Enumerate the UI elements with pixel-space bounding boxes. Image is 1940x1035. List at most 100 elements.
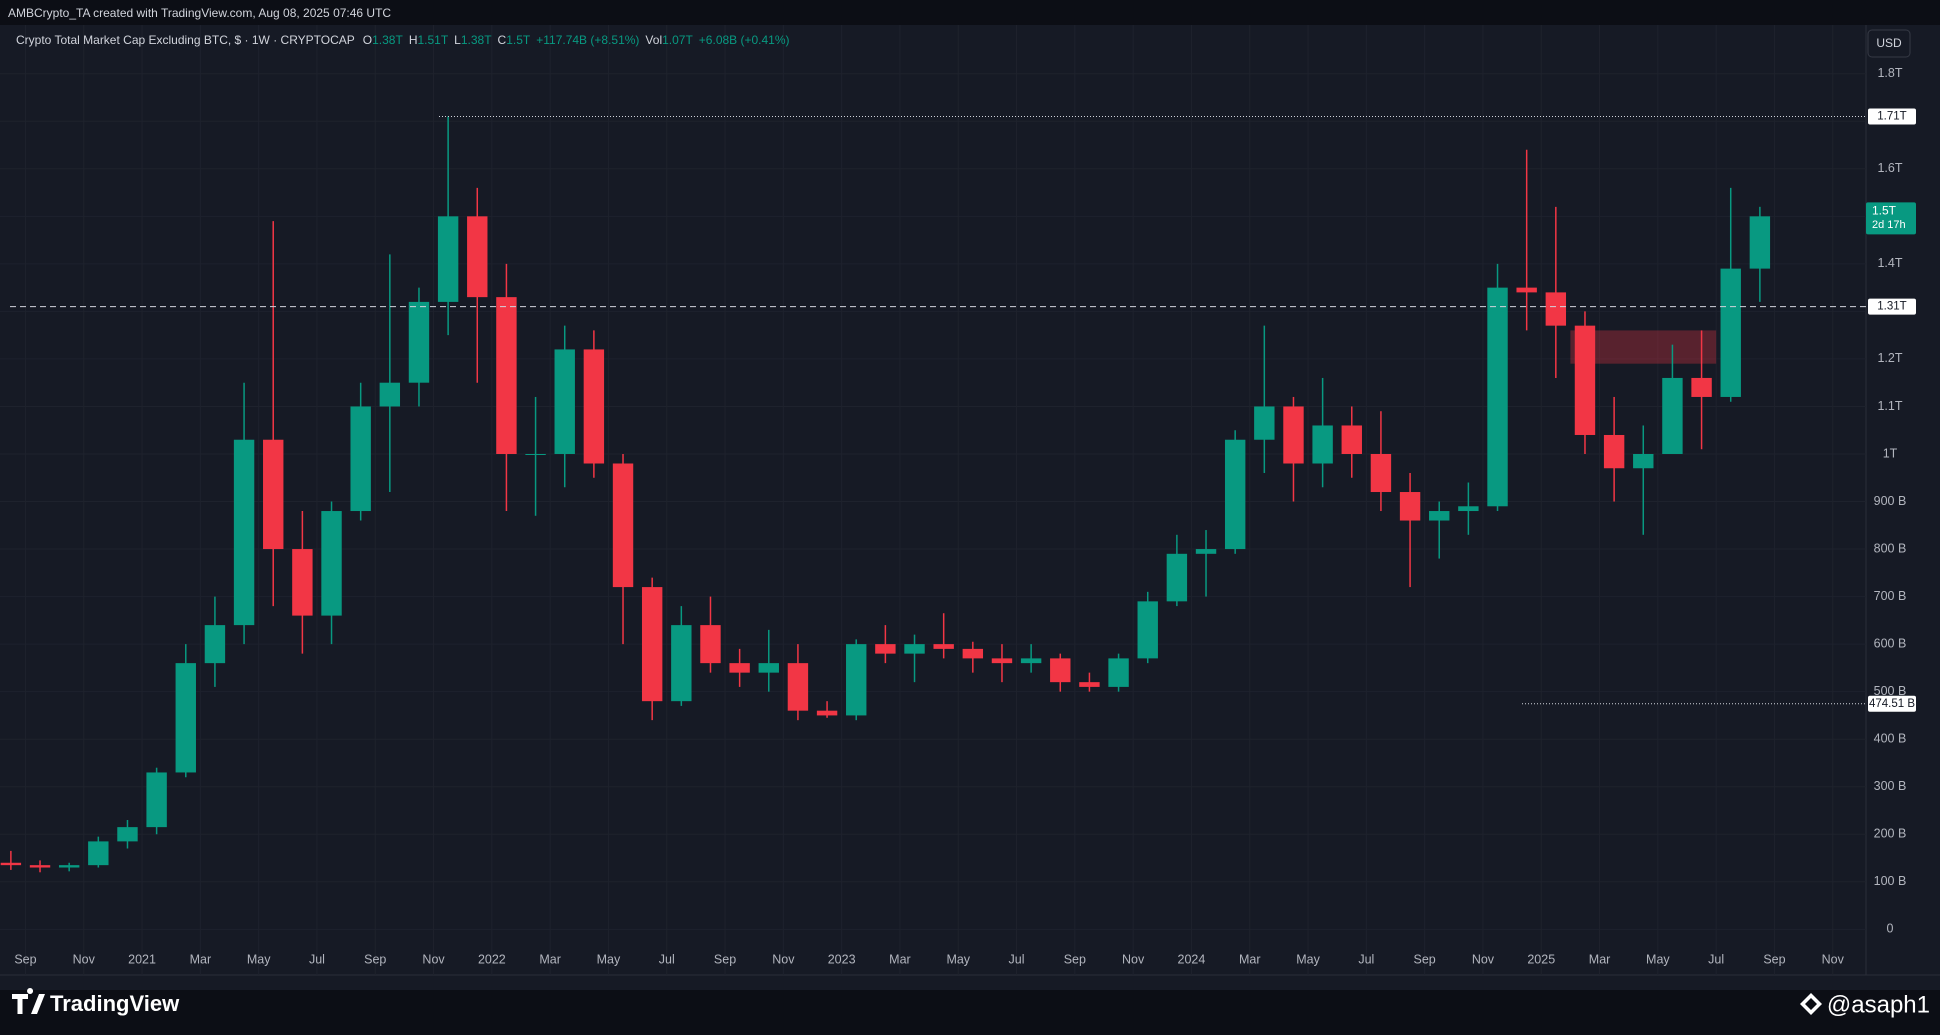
y-tick-label: 100 B <box>1874 874 1907 888</box>
candle-body <box>1050 658 1071 683</box>
candle-body <box>1166 553 1188 602</box>
candle-body <box>408 301 430 383</box>
x-tick-label: Mar <box>1239 952 1261 966</box>
x-tick-label: 2022 <box>478 952 506 966</box>
candle-body <box>1574 325 1596 435</box>
footer: TradingView @asaph1 <box>12 988 1930 1018</box>
candle-body <box>1749 216 1771 269</box>
x-tick-label: Nov <box>73 952 96 966</box>
x-tick-label: Nov <box>1122 952 1145 966</box>
candle-body <box>525 453 546 455</box>
candle-body <box>496 297 517 454</box>
candle-body <box>1254 406 1275 440</box>
candle-body <box>292 549 313 616</box>
candle-body <box>1020 658 1042 664</box>
x-tick-label: 2024 <box>1178 952 1206 966</box>
countdown: 2d 17h <box>1872 219 1906 231</box>
candle-body <box>991 658 1013 664</box>
y-tick-label: 0 <box>1887 922 1894 936</box>
candle-body <box>1458 506 1479 512</box>
candle-body <box>1399 492 1421 521</box>
credit: AMBCrypto_TA created with TradingView.co… <box>8 6 391 20</box>
chart-pane <box>0 25 1940 990</box>
currency-button[interactable] <box>1867 29 1911 58</box>
y-tick-label: 1.8T <box>1877 66 1902 80</box>
y-tick-label: 1.1T <box>1877 399 1902 413</box>
candle-body <box>350 406 371 512</box>
brand-logo <box>12 988 45 1014</box>
candle-body <box>1224 439 1246 550</box>
candle-body <box>1137 601 1158 659</box>
author-icon <box>1800 993 1822 1015</box>
candle-body <box>875 644 896 654</box>
candle-body <box>933 644 954 649</box>
x-tick-label: Jul <box>309 952 325 966</box>
y-tick-label: 800 B <box>1874 541 1907 555</box>
candle-body <box>29 865 51 868</box>
x-tick-label: Nov <box>772 952 795 966</box>
x-tick-label: May <box>1296 952 1320 966</box>
price-label: 474.51 B <box>1869 698 1915 710</box>
candle-body <box>1429 511 1450 521</box>
x-tick-label: Mar <box>1589 952 1611 966</box>
y-tick-label: 700 B <box>1874 589 1907 603</box>
y-tick-label: 500 B <box>1874 684 1907 698</box>
x-tick-label: Mar <box>190 952 212 966</box>
candle-body <box>0 862 22 866</box>
y-tick-label: 600 B <box>1874 636 1907 650</box>
last-price-label: 1.5T <box>1872 204 1897 218</box>
candle-body <box>1195 549 1217 554</box>
price-label-box <box>1868 108 1916 125</box>
candle-body <box>1662 377 1683 454</box>
price-label-box <box>1868 695 1916 712</box>
candle-body <box>1341 425 1362 454</box>
x-tick-label: Jul <box>659 952 675 966</box>
price-label: 1.71T <box>1877 111 1906 123</box>
candle-body <box>671 625 692 702</box>
x-tick-label: Sep <box>1414 952 1436 966</box>
candle-body <box>612 463 634 588</box>
y-tick-label: 1.4T <box>1877 256 1902 270</box>
candle-body <box>467 216 488 298</box>
y-tick-label: 900 B <box>1874 494 1907 508</box>
x-tick-label: Sep <box>714 952 736 966</box>
author: @asaph1 <box>1827 991 1930 1018</box>
x-tick-label: 2025 <box>1527 952 1555 966</box>
candle-body <box>1370 453 1392 493</box>
x-tick-label: Sep <box>1064 952 1086 966</box>
candle-body <box>146 772 167 828</box>
ohlc-value: 1.38T <box>372 33 403 47</box>
candle-body <box>1720 268 1741 397</box>
candle-body <box>1603 434 1625 469</box>
candle-body <box>1487 287 1508 507</box>
candle-body <box>1108 658 1129 687</box>
candle-body <box>846 644 867 716</box>
volume-label: Vol <box>645 33 662 47</box>
y-tick-label: 400 B <box>1874 731 1907 745</box>
candle-body <box>700 625 721 664</box>
volume-change: +6.08B (+0.41%) <box>699 33 790 47</box>
candle-body <box>175 663 196 773</box>
x-tick-label: 2021 <box>128 952 156 966</box>
ohlc-label: L <box>454 33 461 47</box>
candle-body <box>816 710 838 716</box>
x-tick-label: Sep <box>364 952 386 966</box>
x-tick-label: Sep <box>1763 952 1785 966</box>
y-tick-label: 200 B <box>1874 827 1907 841</box>
candle-body <box>962 648 984 659</box>
candle-body <box>204 625 226 664</box>
candle-body <box>263 439 284 550</box>
ohlc-value: 1.38T <box>461 33 492 47</box>
currency-label[interactable]: USD <box>1876 36 1902 50</box>
price-label: 1.31T <box>1877 301 1906 313</box>
change: +117.74B (+8.51%) <box>536 33 639 47</box>
x-tick-label: May <box>247 952 271 966</box>
candle-body <box>1545 292 1567 326</box>
candle-body <box>1516 287 1537 293</box>
x-tick-label: May <box>1646 952 1670 966</box>
candle-body <box>554 349 575 454</box>
ohlc-value: 1.51T <box>417 33 448 47</box>
candle-body <box>117 827 138 842</box>
candle-body <box>904 644 925 654</box>
